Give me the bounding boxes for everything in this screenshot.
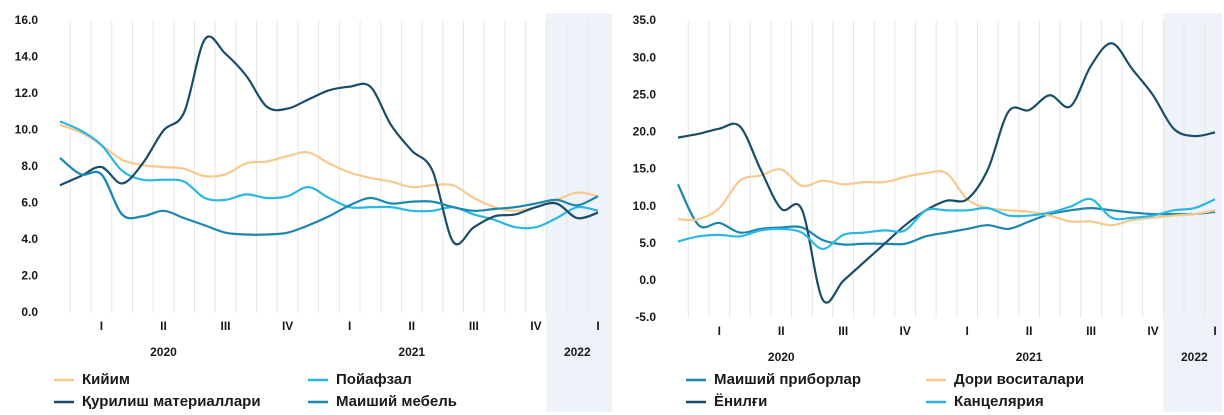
y-tick-label: -5.0 <box>635 310 656 324</box>
series-line <box>677 183 1216 246</box>
x-tick-label: I <box>348 319 351 333</box>
series-line <box>677 42 1216 304</box>
year-label: 2020 <box>150 345 177 359</box>
x-tick-label: II <box>408 319 415 333</box>
x-tick-label: III <box>838 324 848 338</box>
y-tick-label: 25.0 <box>633 87 657 101</box>
x-tick-label: I <box>596 319 599 333</box>
y-tick-label: 2.0 <box>21 269 38 283</box>
y-tick-label: 5.0 <box>639 236 656 250</box>
legend-label: Қурилиш материаллари <box>82 393 261 410</box>
x-tick-label: I <box>100 319 103 333</box>
y-tick-label: 0.0 <box>639 273 656 287</box>
y-tick-label: 20.0 <box>633 125 657 139</box>
y-tick-label: 30.0 <box>633 50 657 64</box>
legend-label: Ёнилғи <box>714 393 767 410</box>
y-tick-label: 6.0 <box>21 196 38 210</box>
series-line <box>59 123 599 212</box>
y-tick-label: 16.0 <box>15 13 39 27</box>
year-label: 2021 <box>1016 350 1043 364</box>
series-line <box>677 197 1216 251</box>
x-tick-label: IV <box>900 324 911 338</box>
year-label: 2021 <box>398 345 425 359</box>
y-tick-label: 15.0 <box>633 162 657 176</box>
y-tick-label: 35.0 <box>633 13 657 27</box>
y-tick-label: 4.0 <box>21 232 38 246</box>
series-line <box>59 120 599 230</box>
series-line <box>59 35 599 246</box>
x-tick-label: IV <box>530 319 541 333</box>
legend-label: Дори воситалари <box>954 371 1084 388</box>
year-label: 2022 <box>564 345 591 359</box>
legend-label: Маиший мебель <box>336 393 457 410</box>
y-tick-label: 10.0 <box>633 199 657 213</box>
legend-label: Канцелярия <box>954 393 1044 410</box>
series-line <box>59 157 599 236</box>
x-tick-label: I <box>965 324 968 338</box>
x-tick-label: II <box>160 319 167 333</box>
legend-label: Маиший приборлар <box>714 371 861 388</box>
highlight-band <box>546 13 612 412</box>
x-tick-label: I <box>1213 324 1216 338</box>
x-tick-label: I <box>718 324 721 338</box>
x-tick-label: III <box>221 319 231 333</box>
y-tick-label: 14.0 <box>15 50 39 64</box>
year-label: 2022 <box>1181 350 1208 364</box>
x-tick-label: III <box>1086 324 1096 338</box>
y-tick-label: 8.0 <box>21 159 38 173</box>
year-label: 2020 <box>768 350 795 364</box>
y-tick-label: 12.0 <box>15 86 39 100</box>
y-tick-label: 10.0 <box>15 123 39 137</box>
x-tick-label: IV <box>282 319 293 333</box>
x-tick-label: IV <box>1147 324 1158 338</box>
legend-label: Кийим <box>82 371 130 388</box>
x-tick-label: III <box>469 319 479 333</box>
legend-label: Пойафзал <box>336 371 412 388</box>
x-tick-label: II <box>1026 324 1033 338</box>
series-line <box>677 168 1216 227</box>
x-tick-label: II <box>778 324 785 338</box>
y-tick-label: 0.0 <box>21 305 38 319</box>
